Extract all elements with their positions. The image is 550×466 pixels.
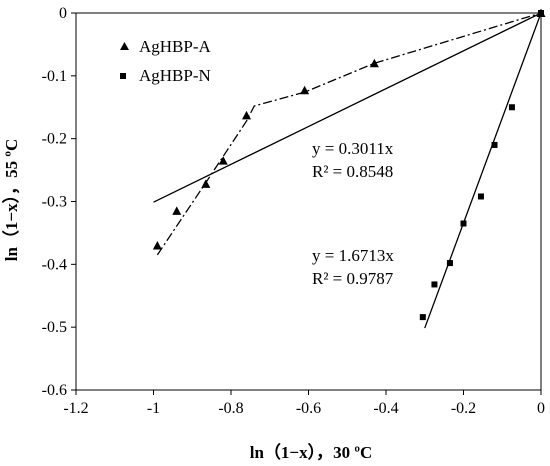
point-aghbp-n xyxy=(538,10,544,16)
axis-ticks: -1.2 -1 -0.8 -0.6 -0.4 -0.2 0 0 -0.1 -0.2 -0.3 -0.4… xyxy=(42,5,545,417)
y-tick-label: -0.5 xyxy=(42,319,67,336)
x-tick-label: -0.6 xyxy=(296,400,321,417)
y-tick-label: -0.1 xyxy=(42,68,67,85)
trendline-annotations: y = 0.3011x R² = 0.8548 y = 1.6713x R² =… xyxy=(312,139,394,288)
y-tick-label: -0.2 xyxy=(42,131,67,148)
trendline-aghbp-a xyxy=(153,12,542,203)
x-tick-label: 0 xyxy=(537,400,545,417)
legend-marker-aghbp-n xyxy=(120,73,126,79)
point-aghbp-n xyxy=(446,260,453,267)
trendline-aghbp-n xyxy=(424,12,542,329)
legend-marker-aghbp-a xyxy=(120,42,129,50)
legend-label-aghbp-n: AgHBP-N xyxy=(139,66,211,85)
data-points xyxy=(152,8,546,321)
point-aghbp-n xyxy=(460,220,467,227)
point-aghbp-a xyxy=(242,110,251,120)
y-tick-label: -0.3 xyxy=(42,194,67,211)
point-aghbp-n xyxy=(508,104,515,111)
y-tick-label: -0.4 xyxy=(42,256,67,273)
x-tick-label: -0.8 xyxy=(218,400,243,417)
point-aghbp-a xyxy=(218,156,228,165)
x-tick-label: -1 xyxy=(147,400,160,417)
legend: AgHBP-A AgHBP-N xyxy=(120,37,212,85)
point-aghbp-a xyxy=(152,240,162,250)
x-axis-title: ln（1−x），30 ºC xyxy=(250,442,373,462)
equation-label-n: y = 1.6713x xyxy=(312,246,394,265)
y-tick-label: 0 xyxy=(59,5,67,22)
r2-label-n: R² = 0.9787 xyxy=(312,269,394,288)
y-axis-title: ln（1−x），55 ºC xyxy=(1,139,21,262)
x-tick-label: -0.2 xyxy=(451,400,476,417)
point-aghbp-n xyxy=(491,141,498,148)
point-aghbp-n xyxy=(431,281,438,288)
point-aghbp-a xyxy=(300,85,310,95)
point-aghbp-n xyxy=(419,314,426,321)
point-aghbp-a xyxy=(172,206,182,215)
point-aghbp-a xyxy=(369,58,379,68)
legend-label-aghbp-a: AgHBP-A xyxy=(139,37,212,56)
point-aghbp-n xyxy=(477,193,484,200)
x-tick-label: -1.2 xyxy=(63,400,88,417)
y-tick-label: -0.6 xyxy=(42,382,67,399)
dash-dot-line-aghbp-a xyxy=(156,12,542,256)
equation-label-a: y = 0.3011x xyxy=(312,139,394,158)
point-aghbp-a xyxy=(201,179,211,188)
r2-label-a: R² = 0.8548 xyxy=(312,162,393,181)
x-tick-label: -0.4 xyxy=(373,400,398,417)
